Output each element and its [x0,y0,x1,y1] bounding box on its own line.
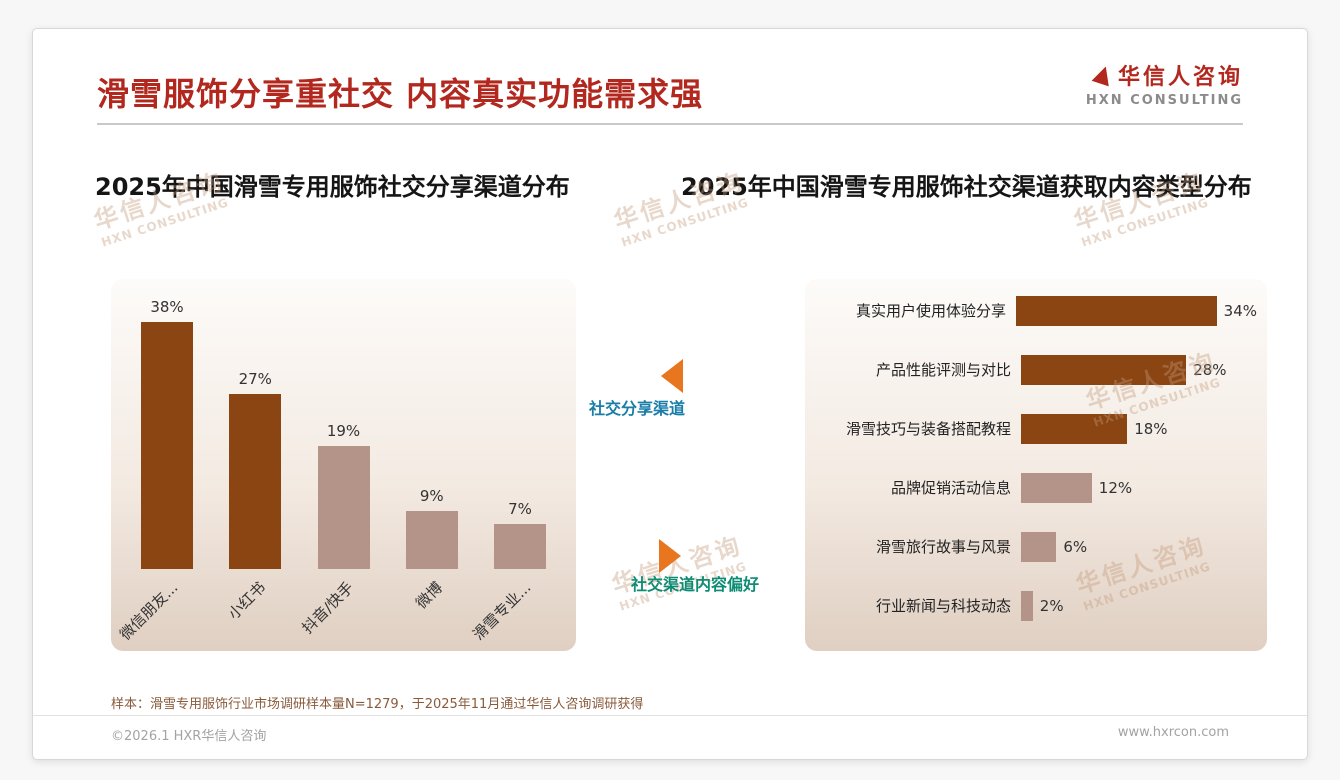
bar-category-label: 行业新闻与科技动态 [875,597,1011,615]
share-channel-chart-bars: 38% 微信朋友... 27% 小红书 19% 抖音/快手 9% 微博 7% 滑雪专业... [116,285,546,644]
bar-row: 行业新闻与科技动态 2% [831,576,1257,635]
bar-category-label: 微博 [411,578,446,613]
bar-value-label: 38% [150,298,184,316]
page-title: 滑雪服饰分享重社交 内容真实功能需求强 [97,75,704,113]
logo-cn-text: 华信人咨询 [1117,65,1243,90]
bar [1021,590,1033,621]
bar-value-label: 9% [419,486,444,505]
arrow-left-icon [661,359,683,393]
title-divider [97,123,1243,125]
content-type-chart-panel: 真实用户使用体验分享 34% 产品性能评测与对比 28% 滑雪技巧与装备搭配教程 18% 品… [805,279,1267,651]
bar [405,510,458,569]
sample-footnote: 样本：滑雪专用服饰行业市场调研样本量N=1279，于2025年11月通过华信人咨… [111,697,644,712]
bar-category-label: 微信朋友... [115,578,182,644]
bar-row: 滑雪技巧与装备搭配教程 18% [831,399,1257,458]
content-type-chart-bars: 真实用户使用体验分享 34% 产品性能评测与对比 28% 滑雪技巧与装备搭配教程 18% 品… [831,281,1257,635]
bar-column: 9% 微博 [405,285,458,612]
bar [1021,354,1187,385]
footer-divider [33,715,1307,716]
watermark-en: HXN CONSULTING [619,195,751,250]
bar-value-label: 34% [1223,301,1257,320]
bar-column: 27% 小红书 [225,285,282,623]
bar-value-label: 2% [1039,596,1064,615]
bar [1016,295,1217,326]
bar [1021,413,1128,444]
logo-top: 华信人咨询 [1086,59,1243,91]
bar-row: 品牌促销活动信息 12% [831,458,1257,517]
bar-category-label: 滑雪专业... [468,578,535,644]
bar-value-label: 6% [1063,537,1088,556]
bar [229,393,282,569]
bar-category-label: 滑雪技巧与装备搭配教程 [845,420,1011,438]
bar-category-label: 真实用户使用体验分享 [856,302,1007,320]
logo-mark-icon [1091,63,1115,87]
watermark-en: HXN CONSULTING [1079,195,1211,250]
bar-category-label: 品牌促销活动信息 [890,479,1011,497]
bar-value-label: 19% [326,421,361,440]
bar-category-label: 滑雪旅行故事与风景 [875,538,1011,556]
bar [1021,531,1057,562]
right-chart-title: 2025年中国滑雪专用服饰社交渠道获取内容类型分布 [681,173,1252,201]
bar-column: 19% 抖音/快手 [299,285,370,637]
bar-value-label: 18% [1134,419,1168,438]
bar-row: 真实用户使用体验分享 34% [831,281,1257,340]
bar-value-label: 28% [1193,360,1227,379]
footer-copyright: ©2026.1 HXR华信人咨询 [111,729,267,744]
bar [141,322,193,569]
content-preference-callout-label: 社交渠道内容偏好 [631,575,760,594]
bar-column: 38% 微信朋友... [116,285,193,644]
slide: 滑雪服饰分享重社交 内容真实功能需求强 华信人咨询 HXN CONSULTING… [32,28,1308,760]
bar-row: 滑雪旅行故事与风景 6% [831,517,1257,576]
logo: 华信人咨询 HXN CONSULTING [1086,59,1243,108]
arrow-right-icon [659,539,681,573]
share-channel-callout-label: 社交分享渠道 [589,399,686,418]
share-channel-chart-panel: 38% 微信朋友... 27% 小红书 19% 抖音/快手 9% 微博 7% 滑雪专业... [111,279,576,651]
bar-value-label: 7% [508,499,532,518]
bar-category-label: 抖音/快手 [298,578,358,638]
bar-value-label: 12% [1098,478,1133,497]
bar-category-label: 小红书 [224,578,270,623]
bar-row: 产品性能评测与对比 28% [831,340,1257,399]
bar-category-label: 产品性能评测与对比 [875,361,1011,379]
bar [317,445,370,569]
bar-value-label: 27% [238,369,272,388]
logo-en-text: HXN CONSULTING [1085,93,1243,108]
bar [1021,472,1092,503]
bar-column: 7% 滑雪专业... [469,285,546,644]
watermark-en: HXN CONSULTING [99,195,231,250]
footer-website: www.hxrcon.com [1117,725,1229,740]
left-chart-title: 2025年中国滑雪专用服饰社交分享渠道分布 [95,173,570,201]
bar [494,523,546,569]
